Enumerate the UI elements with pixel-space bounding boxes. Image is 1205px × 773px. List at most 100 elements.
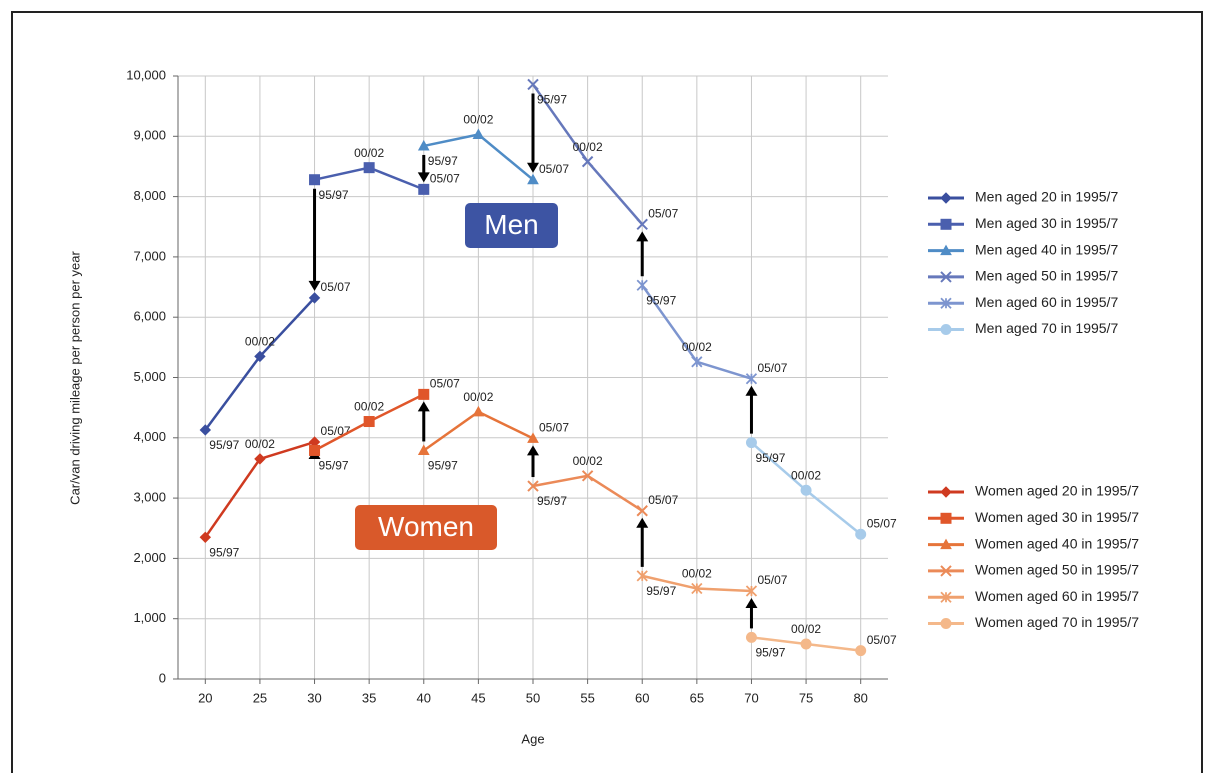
- marker: [636, 505, 648, 517]
- marker: [363, 162, 375, 174]
- x-tick-label: 50: [526, 690, 540, 705]
- legend-marker: [940, 324, 952, 335]
- x-tick-label: 65: [690, 690, 704, 705]
- point-label: 00/02: [245, 335, 275, 349]
- legend-label: Men aged 50 in 1995/7: [975, 268, 1118, 284]
- point-label: 95/97: [646, 293, 676, 307]
- annotation-text: Women: [378, 511, 474, 542]
- point-label: 95/97: [319, 188, 349, 202]
- legend-label: Men aged 30 in 1995/7: [975, 215, 1118, 231]
- point-label: 95/97: [209, 438, 239, 452]
- legend-label: Women aged 50 in 1995/7: [975, 562, 1139, 578]
- x-tick-label: 70: [744, 690, 758, 705]
- legend-label: Women aged 60 in 1995/7: [975, 588, 1139, 604]
- point-label: 05/07: [648, 207, 678, 221]
- point-label: 05/07: [321, 424, 351, 438]
- marker: [745, 437, 757, 449]
- point-label: 00/02: [463, 390, 493, 404]
- marker: [472, 128, 485, 139]
- cohort-arrow-head: [745, 597, 758, 608]
- cohort-arrow-head: [417, 401, 430, 412]
- point-label: 95/97: [646, 584, 676, 598]
- y-tick-label: 3,000: [133, 490, 166, 505]
- marker: [527, 432, 539, 443]
- annotation-box: [465, 203, 558, 248]
- marker: [254, 453, 266, 465]
- marker: [745, 585, 758, 597]
- point-label: 05/07: [757, 361, 787, 375]
- marker: [363, 416, 375, 428]
- legend-label: Women aged 40 in 1995/7: [975, 535, 1139, 551]
- point-label: 00/02: [354, 400, 384, 414]
- legend-label: Women aged 70 in 1995/7: [975, 614, 1139, 630]
- x-tick-label: 30: [307, 690, 321, 705]
- point-label: 00/02: [682, 567, 712, 581]
- x-tick-label: 60: [635, 690, 649, 705]
- marker: [418, 183, 430, 195]
- cohort-arrow-head: [527, 445, 539, 456]
- marker: [855, 645, 867, 657]
- legend-marker: [940, 591, 952, 603]
- marker: [472, 405, 485, 417]
- legend-marker: [940, 271, 952, 283]
- marker: [527, 78, 539, 91]
- point-label: 00/02: [791, 468, 821, 482]
- x-tick-label: 80: [853, 690, 867, 705]
- point-label: 05/07: [539, 162, 569, 176]
- legend-marker: [940, 297, 952, 309]
- marker: [636, 279, 648, 291]
- point-label: 05/07: [430, 377, 460, 391]
- marker: [581, 155, 594, 168]
- point-label: 95/97: [755, 451, 785, 465]
- point-label: 00/02: [573, 140, 603, 154]
- marker: [199, 424, 212, 436]
- marker: [691, 356, 703, 368]
- legend-marker: [940, 486, 952, 498]
- x-tick-label: 25: [253, 690, 267, 705]
- marker: [309, 174, 321, 186]
- legend-label: Men aged 70 in 1995/7: [975, 320, 1118, 336]
- marker: [691, 582, 703, 595]
- x-axis-title: Age: [521, 731, 544, 746]
- point-label: 05/07: [648, 493, 678, 507]
- x-tick-label: 55: [580, 690, 594, 705]
- legend-marker: [940, 618, 952, 629]
- legend-marker: [940, 565, 952, 577]
- point-label: 95/97: [209, 545, 239, 559]
- point-label: 95/97: [537, 494, 567, 508]
- marker: [254, 350, 266, 363]
- marker: [800, 484, 812, 496]
- y-axis-title: Car/van driving mileage per person per y…: [67, 251, 82, 505]
- marker: [855, 528, 867, 540]
- y-tick-label: 0: [159, 670, 166, 685]
- marker: [418, 388, 430, 400]
- y-tick-label: 2,000: [133, 550, 166, 565]
- y-tick-label: 8,000: [133, 188, 166, 203]
- y-tick-label: 9,000: [133, 128, 166, 143]
- point-label: 95/97: [537, 93, 567, 107]
- legend-marker: [940, 244, 952, 256]
- legend-marker: [940, 538, 952, 550]
- marker: [745, 631, 757, 643]
- y-tick-label: 10,000: [126, 67, 166, 82]
- x-tick-label: 35: [362, 690, 376, 705]
- cohort-arrow-head: [636, 517, 649, 528]
- y-tick-label: 5,000: [133, 369, 166, 384]
- y-tick-label: 6,000: [133, 309, 166, 324]
- point-label: 95/97: [319, 459, 349, 473]
- marker: [308, 292, 321, 304]
- marker: [581, 470, 594, 482]
- marker: [800, 638, 812, 650]
- marker: [636, 218, 648, 231]
- legend-label: Men aged 20 in 1995/7: [975, 189, 1118, 205]
- point-label: 00/02: [573, 454, 603, 468]
- point-label: 95/97: [428, 154, 458, 168]
- annotation-text: Men: [484, 209, 538, 240]
- point-label: 00/02: [354, 146, 384, 160]
- point-label: 05/07: [867, 633, 897, 647]
- y-tick-label: 4,000: [133, 429, 166, 444]
- marker: [745, 373, 758, 385]
- cohort-arrow-head: [527, 162, 539, 173]
- point-label: 95/97: [755, 646, 785, 660]
